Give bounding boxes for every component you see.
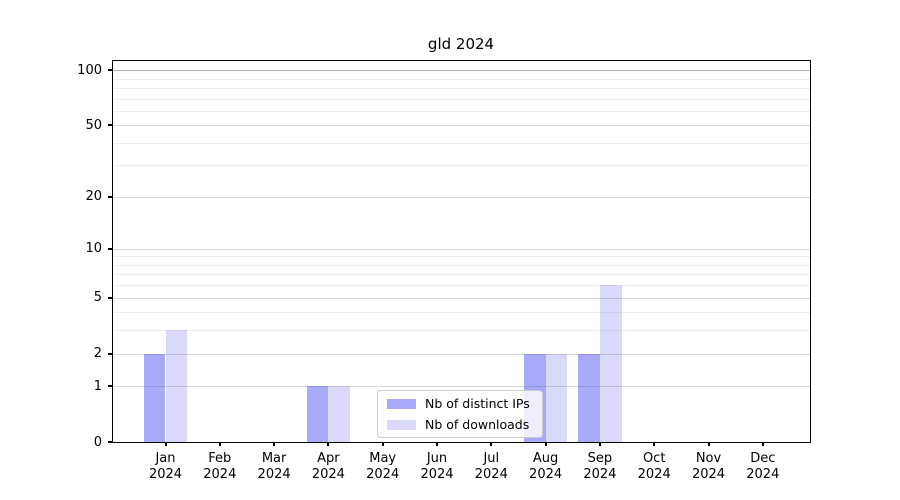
minor-gridline [113,165,810,167]
x-tick-mark [381,442,384,446]
x-tick-mark [761,442,764,446]
legend-item-downloads: Nb of downloads [378,417,542,433]
bar-downloads-jan-2024 [165,330,188,442]
minor-gridline [113,256,810,258]
y-tick-label: 20 [85,189,102,205]
y-tick-label: 2 [93,346,102,361]
legend-item-distinct-ips: Nb of distinct IPs [378,396,542,412]
minor-gridline [113,78,810,80]
y-tick-mark [108,441,113,443]
bar-distinct-ips-sep-2024 [578,353,600,442]
y-tick-label: 10 [85,241,102,257]
major-gridline [113,70,810,71]
x-tick-label: Jun 2024 [420,451,454,482]
x-tick-mark [164,442,167,446]
bar-distinct-ips-apr-2024 [306,386,329,442]
minor-gridline [113,285,810,287]
legend-label-downloads: Nb of downloads [425,416,530,432]
x-tick-mark [327,442,330,446]
legend: Nb of distinct IPs Nb of downloads [377,390,543,438]
bar-downloads-apr-2024 [328,386,351,442]
x-tick-mark [490,442,493,446]
bar-downloads-sep-2024 [599,285,622,442]
x-tick-label: Nov 2024 [691,451,726,482]
y-tick-mark [108,69,113,71]
major-gridline [113,248,810,250]
minor-gridline [113,274,810,276]
legend-swatch-distinct-ips [387,398,416,409]
y-tick-label: 0 [93,434,102,450]
x-tick-label: Mar 2024 [257,451,291,482]
legend-swatch-downloads [387,419,416,430]
y-tick-label: 100 [77,62,102,78]
y-tick-label: 5 [93,290,102,306]
major-gridline [113,297,810,299]
x-tick-mark [544,442,547,446]
major-gridline [113,386,810,388]
x-tick-mark [598,442,601,446]
minor-gridline [113,142,810,144]
x-tick-label: May 2024 [366,451,400,482]
y-tick-label: 1 [93,378,102,394]
legend-label-distinct-ips: Nb of distinct IPs [425,395,530,411]
x-tick-label: Jul 2024 [474,451,508,482]
x-tick-label: Oct 2024 [637,451,671,482]
chart-title: gld 2024 [427,35,495,53]
plot-area: Nb of distinct IPs Nb of downloads [112,60,811,443]
x-tick-mark [707,442,710,446]
major-gridline [113,353,810,355]
x-tick-label: Dec 2024 [746,451,780,482]
x-tick-mark [218,442,221,446]
y-tick-mark [108,247,113,250]
y-tick-mark [108,296,113,299]
minor-gridline [113,330,810,332]
x-tick-label: Sep 2024 [583,451,617,482]
minor-gridline [113,87,810,89]
minor-gridline [113,98,810,100]
minor-gridline [113,312,810,314]
minor-gridline [113,264,810,266]
x-tick-mark [436,442,438,446]
x-tick-label: Aug 2024 [529,451,563,482]
x-tick-label: Jan 2024 [148,451,183,482]
y-tick-label: 50 [85,117,102,133]
x-tick-label: Feb 2024 [203,451,237,482]
bar-distinct-ips-jan-2024 [143,353,166,442]
y-tick-mark [108,352,113,355]
major-gridline [113,196,810,198]
x-tick-label: Apr 2024 [311,451,345,482]
y-tick-mark [108,195,113,198]
minor-gridline [113,110,810,112]
y-tick-mark [108,124,113,127]
bar-downloads-aug-2024 [545,353,568,442]
y-tick-mark [108,385,113,388]
major-gridline [113,125,810,127]
x-tick-mark [653,442,656,446]
x-tick-mark [273,442,276,446]
